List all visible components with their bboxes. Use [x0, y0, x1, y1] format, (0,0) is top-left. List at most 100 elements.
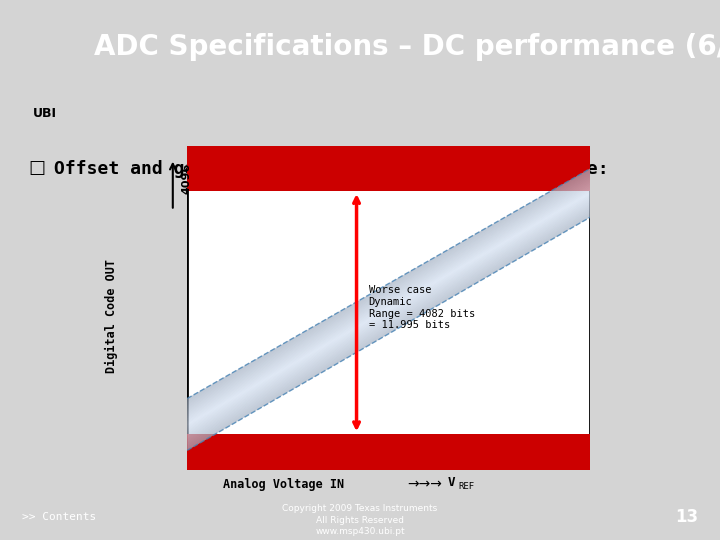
Polygon shape	[187, 213, 590, 447]
Polygon shape	[187, 181, 590, 413]
Polygon shape	[187, 192, 590, 423]
Polygon shape	[187, 187, 590, 419]
Polygon shape	[187, 183, 590, 414]
Text: →→→: →→→	[407, 477, 441, 491]
Polygon shape	[187, 208, 590, 441]
Polygon shape	[187, 171, 590, 401]
Polygon shape	[187, 204, 590, 436]
Polygon shape	[187, 169, 590, 400]
Polygon shape	[187, 210, 590, 443]
Polygon shape	[187, 171, 590, 402]
Polygon shape	[187, 213, 590, 447]
Polygon shape	[187, 204, 590, 437]
Text: 4096: 4096	[181, 163, 192, 194]
Polygon shape	[187, 215, 590, 449]
Polygon shape	[187, 181, 590, 413]
Polygon shape	[187, 215, 590, 448]
Polygon shape	[187, 197, 590, 429]
Polygon shape	[187, 182, 590, 413]
Polygon shape	[187, 217, 590, 450]
Polygon shape	[187, 180, 590, 411]
Polygon shape	[187, 193, 590, 426]
Text: Analog Voltage IN: Analog Voltage IN	[223, 478, 344, 491]
Polygon shape	[187, 180, 590, 411]
Polygon shape	[187, 212, 590, 445]
Polygon shape	[187, 198, 590, 430]
Polygon shape	[187, 211, 590, 444]
Polygon shape	[187, 200, 590, 432]
Polygon shape	[187, 191, 590, 423]
Polygon shape	[187, 183, 590, 414]
Polygon shape	[187, 190, 590, 421]
Polygon shape	[187, 189, 590, 421]
Polygon shape	[187, 195, 590, 428]
Polygon shape	[187, 186, 590, 418]
Polygon shape	[187, 176, 590, 407]
Text: 13: 13	[675, 508, 698, 526]
Polygon shape	[187, 171, 590, 402]
Polygon shape	[187, 179, 590, 410]
Polygon shape	[187, 205, 590, 438]
Polygon shape	[187, 209, 590, 442]
Bar	[187, 434, 590, 470]
Polygon shape	[187, 199, 590, 431]
Polygon shape	[187, 190, 590, 422]
Polygon shape	[187, 184, 590, 415]
Polygon shape	[187, 170, 590, 400]
Polygon shape	[187, 180, 590, 412]
Polygon shape	[187, 200, 590, 433]
Polygon shape	[187, 192, 590, 424]
Polygon shape	[187, 184, 590, 416]
Polygon shape	[187, 176, 590, 407]
Text: All Rights Reserved: All Rights Reserved	[316, 516, 404, 525]
Polygon shape	[187, 207, 590, 440]
Polygon shape	[187, 194, 590, 426]
Text: Digital Code OUT: Digital Code OUT	[105, 259, 118, 373]
Polygon shape	[187, 201, 590, 434]
Polygon shape	[187, 191, 590, 422]
Polygon shape	[187, 184, 590, 415]
Polygon shape	[187, 172, 590, 403]
Polygon shape	[187, 204, 590, 436]
Polygon shape	[187, 179, 590, 410]
Polygon shape	[187, 175, 590, 406]
Polygon shape	[187, 207, 590, 441]
Polygon shape	[187, 197, 590, 429]
Polygon shape	[187, 177, 590, 408]
Polygon shape	[187, 191, 590, 423]
Polygon shape	[187, 195, 590, 427]
Polygon shape	[187, 201, 590, 434]
Polygon shape	[187, 202, 590, 435]
Polygon shape	[187, 208, 590, 441]
Text: Worse case
Dynamic
Range = 4082 bits
= 11.995 bits: Worse case Dynamic Range = 4082 bits = 1…	[369, 286, 475, 330]
Polygon shape	[187, 210, 590, 443]
Polygon shape	[187, 186, 590, 417]
Text: V: V	[448, 476, 455, 489]
Polygon shape	[187, 193, 590, 425]
Polygon shape	[187, 185, 590, 416]
Polygon shape	[187, 174, 590, 404]
Text: >> Contents: >> Contents	[22, 512, 96, 522]
Polygon shape	[187, 214, 590, 447]
Polygon shape	[187, 170, 590, 401]
Polygon shape	[187, 173, 590, 404]
Polygon shape	[187, 183, 590, 415]
Polygon shape	[187, 211, 590, 444]
Polygon shape	[187, 206, 590, 439]
Polygon shape	[187, 205, 590, 438]
Polygon shape	[187, 198, 590, 430]
Polygon shape	[187, 188, 590, 420]
Polygon shape	[187, 205, 590, 437]
Text: ADC Specifications – DC performance (6/9): ADC Specifications – DC performance (6/9…	[94, 32, 720, 60]
Polygon shape	[187, 214, 590, 448]
Polygon shape	[187, 185, 590, 417]
Polygon shape	[187, 177, 590, 408]
Text: www.msp430.ubi.pt: www.msp430.ubi.pt	[315, 527, 405, 536]
Polygon shape	[187, 189, 590, 421]
Polygon shape	[187, 199, 590, 431]
Polygon shape	[187, 210, 590, 443]
Polygon shape	[187, 178, 590, 409]
Text: Offset and gain errors impact on the dynamic range:: Offset and gain errors impact on the dyn…	[54, 159, 608, 178]
Polygon shape	[187, 195, 590, 428]
Polygon shape	[187, 194, 590, 427]
